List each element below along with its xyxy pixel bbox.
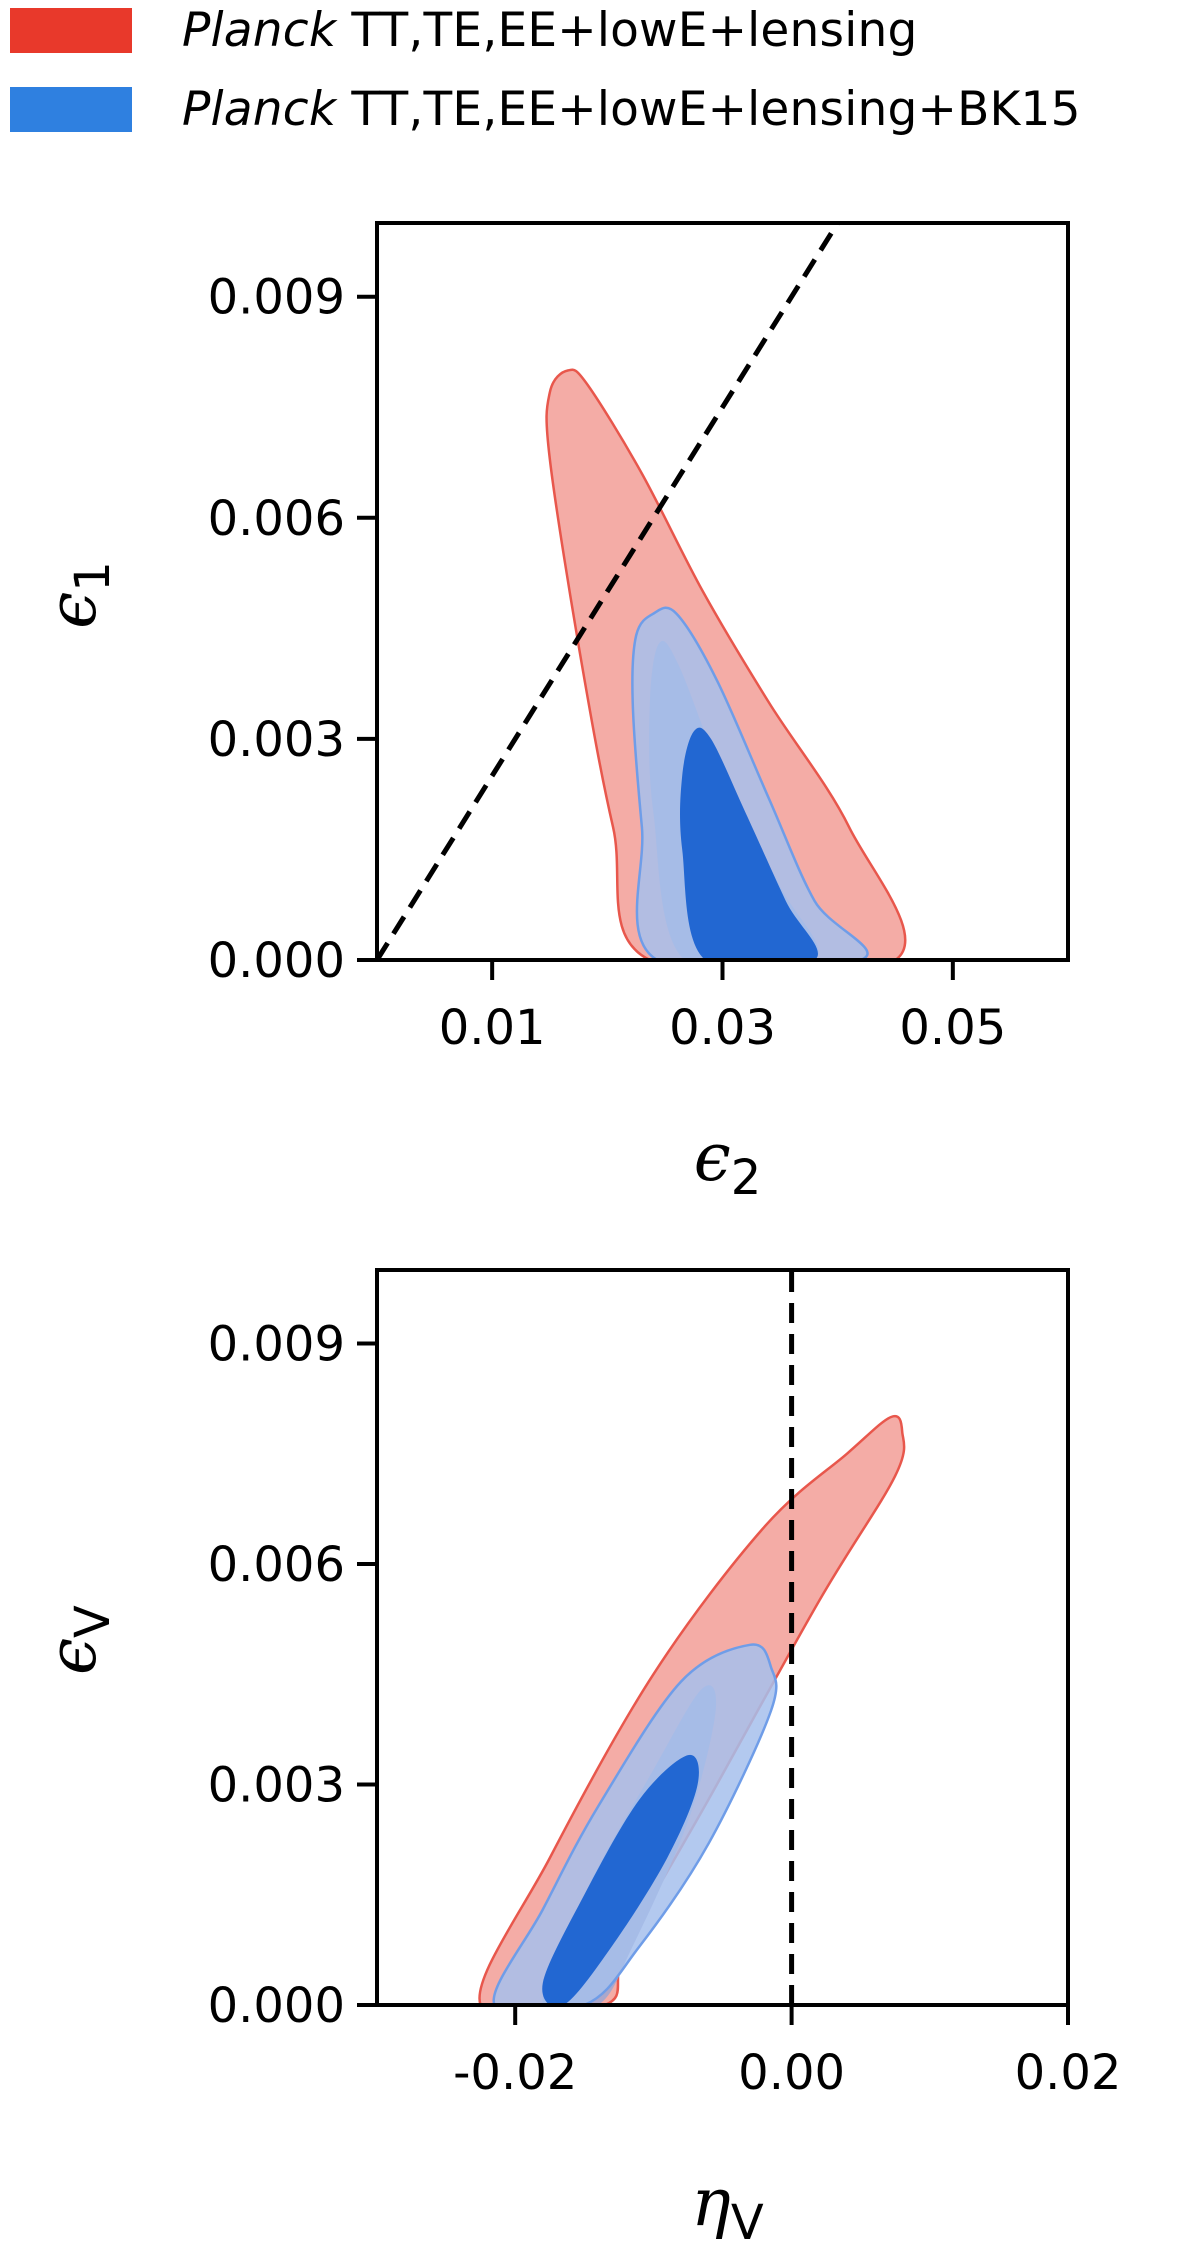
contour-red-95 (545, 368, 907, 960)
legend: Planck TT,TE,EE+lowE+lensing Planck TT,T… (0, 0, 1200, 150)
x-tick-label: 0.02 (1015, 2045, 1122, 2101)
plot-frame (375, 1268, 1070, 2007)
legend-label-italic: Planck (182, 81, 337, 137)
legend-swatch-red (10, 7, 132, 53)
x-axis-label: ϵ2 (694, 1119, 762, 1206)
legend-swatch-blue (10, 86, 132, 132)
y-tick-label: 0.009 (208, 1317, 345, 1373)
chart-epsilon1-vs-epsilon2: 0.01 0.03 0.05 0.000 0.003 0.006 0.009 ϵ2 ϵ1 (34, 221, 1070, 1206)
y-tick-label: 0.009 (208, 270, 345, 326)
plot-area (478, 1270, 906, 2005)
chart-epsilonV-vs-etaV: -0.02 0.00 0.02 0.000 0.003 0.006 0.009 ηV ϵV (34, 1268, 1122, 2251)
legend-label-italic: Planck (182, 2, 337, 58)
legend-label: TT,TE,EE+lowE+lensing (336, 2, 918, 58)
y-tick-label: 0.000 (208, 933, 345, 989)
y-tick-label: 0.003 (208, 1758, 345, 1814)
legend-item-planck-lensing: Planck TT,TE,EE+lowE+lensing (10, 2, 918, 58)
reference-dashed-line (377, 223, 840, 960)
plot-area (377, 223, 907, 960)
x-tick-label: 0.01 (439, 1000, 546, 1056)
y-tick-label: 0.006 (208, 491, 345, 547)
x-tick-label: 0.05 (899, 1000, 1006, 1056)
legend-label: TT,TE,EE+lowE+lensing+BK15 (336, 81, 1081, 137)
legend-item-planck-lensing-bk15: Planck TT,TE,EE+lowE+lensing+BK15 (10, 81, 1081, 137)
x-axis-label: ηV (691, 2164, 764, 2251)
x-tick-label: 0.00 (738, 2045, 845, 2101)
contour-blue-68 (680, 727, 818, 960)
y-tick-label: 0.006 (208, 1537, 345, 1593)
y-tick-label: 0.003 (208, 712, 345, 768)
y-axis-label: ϵ1 (34, 561, 121, 629)
y-tick-label: 0.000 (208, 1978, 345, 2034)
y-axis-label: ϵV (34, 1605, 121, 1675)
x-tick-label: 0.03 (669, 1000, 776, 1056)
x-tick-label: -0.02 (453, 2045, 577, 2101)
contour-blue-68 (542, 1754, 699, 2005)
